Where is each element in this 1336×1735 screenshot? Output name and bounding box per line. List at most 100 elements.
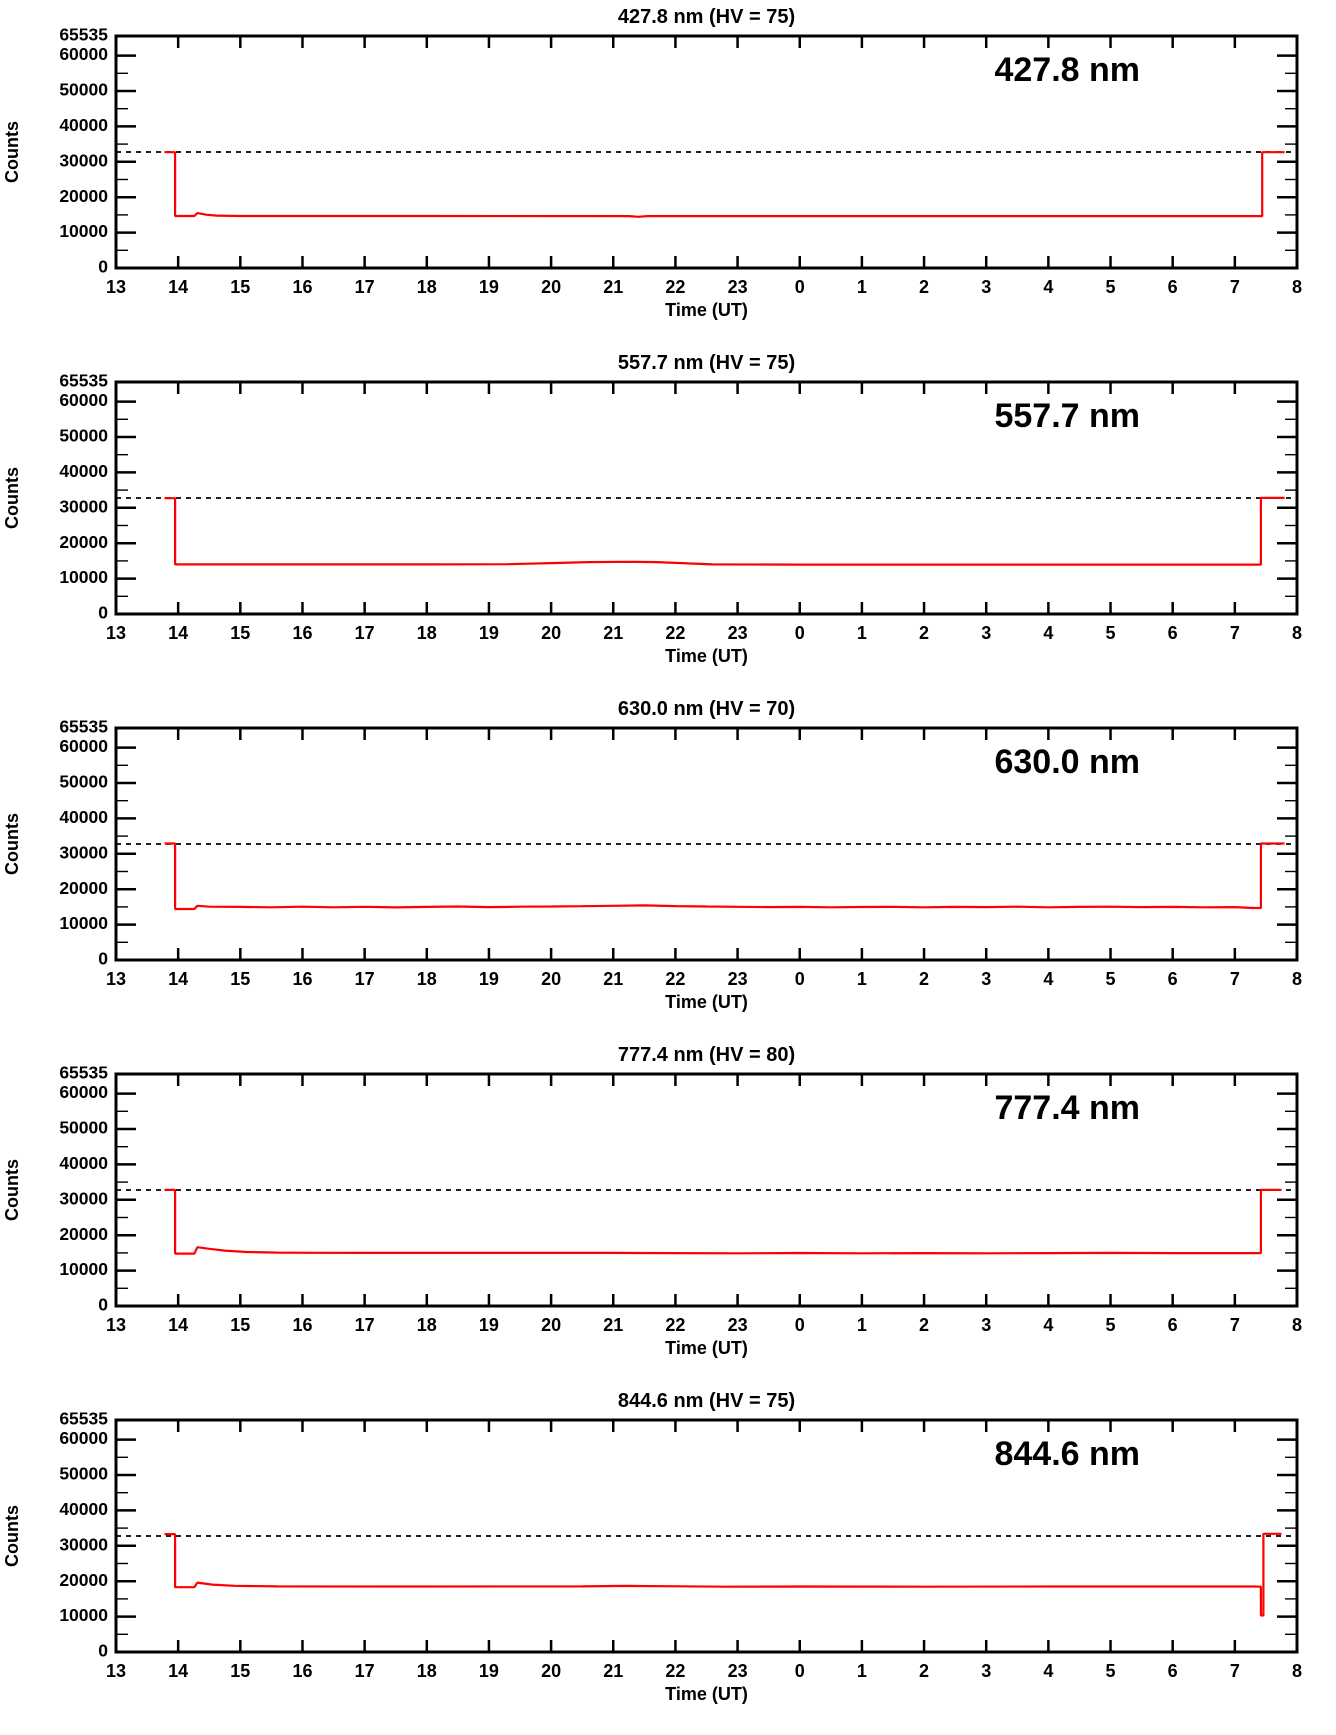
x-tick-label: 18 <box>417 1315 437 1335</box>
x-tick-label: 22 <box>665 1661 685 1681</box>
x-tick-label: 1 <box>857 623 867 643</box>
x-tick-label: 18 <box>417 277 437 297</box>
x-tick-label: 1 <box>857 969 867 989</box>
x-tick-label: 8 <box>1292 1315 1302 1335</box>
x-tick-label: 8 <box>1292 277 1302 297</box>
y-tick-label: 30000 <box>59 1534 108 1554</box>
x-tick-label: 16 <box>292 277 312 297</box>
x-tick-label: 6 <box>1168 277 1178 297</box>
y-tick-label: 65535 <box>59 717 108 737</box>
x-tick-label: 6 <box>1168 1661 1178 1681</box>
x-tick-label: 14 <box>168 969 188 989</box>
x-tick-label: 4 <box>1043 623 1053 643</box>
x-tick-label: 4 <box>1043 1661 1053 1681</box>
y-tick-label: 60000 <box>59 1082 108 1102</box>
y-tick-label: 60000 <box>59 390 108 410</box>
x-tick-label: 20 <box>541 969 561 989</box>
x-tick-label: 2 <box>919 623 929 643</box>
panel-title: 844.6 nm (HV = 75) <box>618 1390 795 1412</box>
x-tick-label: 6 <box>1168 623 1178 643</box>
x-tick-label: 17 <box>355 1661 375 1681</box>
x-tick-label: 7 <box>1230 969 1240 989</box>
x-axis-title: Time (UT) <box>665 992 748 1012</box>
x-tick-label: 2 <box>919 969 929 989</box>
x-tick-label: 14 <box>168 1315 188 1335</box>
y-tick-label: 0 <box>98 949 108 969</box>
x-tick-label: 5 <box>1106 1661 1116 1681</box>
x-tick-label: 21 <box>603 623 623 643</box>
x-tick-label: 15 <box>230 277 250 297</box>
y-tick-label: 20000 <box>59 532 108 552</box>
y-tick-label: 20000 <box>59 1570 108 1590</box>
x-tick-label: 2 <box>919 1661 929 1681</box>
x-tick-label: 15 <box>230 1315 250 1335</box>
x-tick-label: 0 <box>795 1661 805 1681</box>
x-tick-label: 16 <box>292 623 312 643</box>
y-tick-label: 30000 <box>59 842 108 862</box>
panel-title: 630.0 nm (HV = 70) <box>618 698 795 720</box>
x-tick-label: 19 <box>479 1661 499 1681</box>
x-tick-label: 19 <box>479 969 499 989</box>
x-tick-label: 3 <box>981 969 991 989</box>
y-tick-label: 30000 <box>59 496 108 516</box>
y-axis-title: Counts <box>2 1505 22 1567</box>
x-tick-label: 17 <box>355 623 375 643</box>
counts-trace <box>164 1188 1282 1255</box>
x-axis-title: Time (UT) <box>665 300 748 320</box>
x-tick-label: 1 <box>857 1661 867 1681</box>
counts-trace <box>164 842 1285 911</box>
x-tick-label: 14 <box>168 623 188 643</box>
x-tick-label: 13 <box>106 277 126 297</box>
x-tick-label: 0 <box>795 1315 805 1335</box>
x-tick-label: 14 <box>168 277 188 297</box>
plot-frame <box>114 1072 1299 1308</box>
x-tick-label: 22 <box>665 969 685 989</box>
x-tick-label: 7 <box>1230 1661 1240 1681</box>
x-tick-label: 1 <box>857 1315 867 1335</box>
x-tick-label: 21 <box>603 1315 623 1335</box>
wavelength-label: 844.6 nm <box>994 1435 1140 1473</box>
x-tick-label: 6 <box>1168 1315 1178 1335</box>
y-tick-label: 50000 <box>59 772 108 792</box>
x-tick-label: 5 <box>1106 623 1116 643</box>
y-tick-label: 20000 <box>59 878 108 898</box>
x-axis-title: Time (UT) <box>665 1684 748 1704</box>
counts-trace <box>164 496 1285 566</box>
chart-panel-2: 557.7 nm (HV = 75) 0 10000 20000 30000 40000 5… <box>0 346 1336 692</box>
x-tick-label: 19 <box>479 623 499 643</box>
x-tick-label: 4 <box>1043 1315 1053 1335</box>
x-tick-label: 21 <box>603 277 623 297</box>
x-tick-label: 8 <box>1292 1661 1302 1681</box>
y-tick-label: 0 <box>98 1641 108 1661</box>
y-tick-label: 60000 <box>59 44 108 64</box>
x-tick-label: 20 <box>541 1315 561 1335</box>
y-tick-label: 60000 <box>59 736 108 756</box>
x-tick-label: 2 <box>919 1315 929 1335</box>
x-tick-label: 7 <box>1230 277 1240 297</box>
y-tick-label: 10000 <box>59 221 108 241</box>
panel-title: 777.4 nm (HV = 80) <box>618 1044 795 1066</box>
x-tick-label: 14 <box>168 1661 188 1681</box>
x-tick-label: 4 <box>1043 277 1053 297</box>
y-tick-label: 40000 <box>59 807 108 827</box>
y-tick-label: 65535 <box>59 25 108 45</box>
chart-panel-1: 427.8 nm (HV = 75) 0 10000 20000 30000 40000 5… <box>0 0 1336 346</box>
y-tick-label: 10000 <box>59 913 108 933</box>
x-tick-label: 8 <box>1292 969 1302 989</box>
x-tick-label: 23 <box>728 1661 748 1681</box>
x-tick-label: 20 <box>541 277 561 297</box>
x-tick-label: 2 <box>919 277 929 297</box>
x-tick-label: 0 <box>795 623 805 643</box>
x-tick-label: 17 <box>355 1315 375 1335</box>
y-axis-title: Counts <box>2 813 22 875</box>
x-tick-label: 19 <box>479 277 499 297</box>
y-tick-label: 40000 <box>59 115 108 135</box>
x-tick-label: 22 <box>665 277 685 297</box>
chart-svg-5: 844.6 nm (HV = 75) 0 10000 20000 30000 40000 5… <box>2 1390 1302 1704</box>
x-tick-label: 7 <box>1230 623 1240 643</box>
x-axis-title: Time (UT) <box>665 646 748 666</box>
x-tick-label: 16 <box>292 1661 312 1681</box>
x-tick-label: 5 <box>1106 969 1116 989</box>
